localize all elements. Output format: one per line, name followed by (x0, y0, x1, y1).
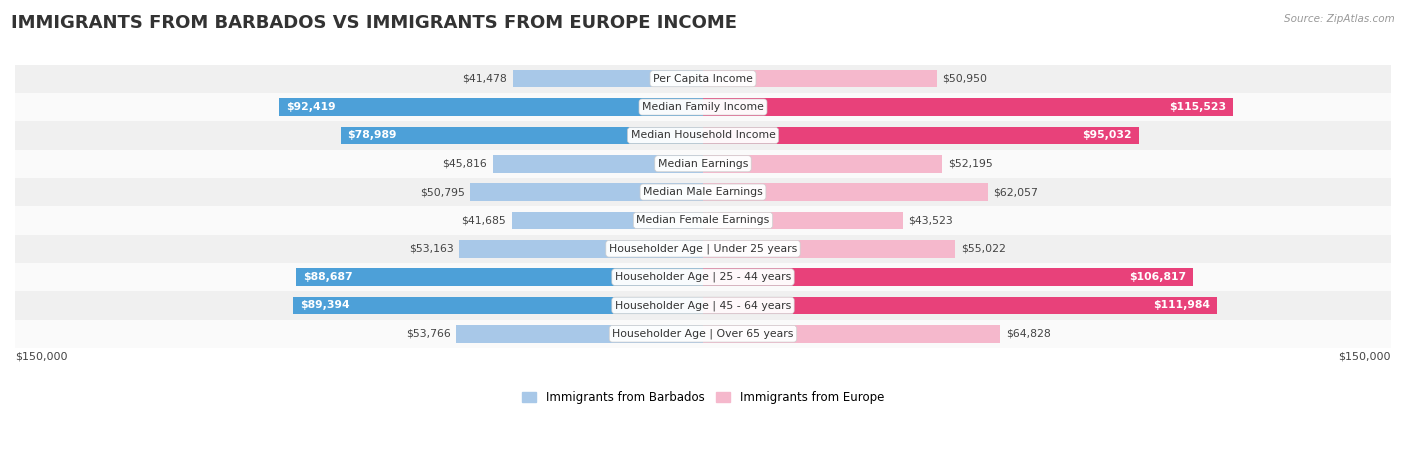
Text: $62,057: $62,057 (993, 187, 1038, 197)
Bar (15, 93, 1391, 121)
Bar (15, 121, 1391, 149)
Text: Source: ZipAtlas.com: Source: ZipAtlas.com (1284, 14, 1395, 24)
Text: $115,523: $115,523 (1168, 102, 1226, 112)
Bar (703, 127, 1139, 144)
Legend: Immigrants from Barbados, Immigrants from Europe: Immigrants from Barbados, Immigrants fro… (517, 386, 889, 409)
Text: Median Earnings: Median Earnings (658, 159, 748, 169)
Bar (292, 297, 703, 314)
Text: IMMIGRANTS FROM BARBADOS VS IMMIGRANTS FROM EUROPE INCOME: IMMIGRANTS FROM BARBADOS VS IMMIGRANTS F… (11, 14, 737, 32)
Bar (457, 325, 703, 343)
Text: Householder Age | 45 - 64 years: Householder Age | 45 - 64 years (614, 300, 792, 311)
Text: Householder Age | Over 65 years: Householder Age | Over 65 years (612, 328, 794, 339)
Bar (15, 291, 1391, 319)
Bar (494, 155, 703, 172)
Text: $150,000: $150,000 (1339, 351, 1391, 361)
Text: $53,766: $53,766 (406, 329, 451, 339)
Text: $53,163: $53,163 (409, 244, 454, 254)
Text: Median Male Earnings: Median Male Earnings (643, 187, 763, 197)
Text: $50,950: $50,950 (942, 74, 987, 84)
Bar (703, 240, 955, 257)
Text: $43,523: $43,523 (908, 215, 953, 226)
Text: $45,816: $45,816 (443, 159, 488, 169)
Text: $89,394: $89,394 (299, 300, 350, 311)
Bar (513, 70, 703, 87)
Bar (15, 149, 1391, 178)
Bar (703, 155, 942, 172)
Bar (340, 127, 703, 144)
Text: Median Family Income: Median Family Income (643, 102, 763, 112)
Text: $92,419: $92,419 (285, 102, 336, 112)
Text: Median Household Income: Median Household Income (630, 130, 776, 141)
Text: $41,685: $41,685 (461, 215, 506, 226)
Text: Median Female Earnings: Median Female Earnings (637, 215, 769, 226)
Text: Per Capita Income: Per Capita Income (652, 74, 754, 84)
Bar (470, 183, 703, 201)
Bar (460, 240, 703, 257)
Bar (703, 297, 1216, 314)
Text: $64,828: $64,828 (1005, 329, 1050, 339)
Bar (15, 234, 1391, 263)
Bar (15, 178, 1391, 206)
Text: Householder Age | Under 25 years: Householder Age | Under 25 years (609, 243, 797, 254)
Bar (15, 64, 1391, 93)
Text: $50,795: $50,795 (419, 187, 464, 197)
Bar (280, 98, 703, 116)
Bar (703, 183, 987, 201)
Bar (15, 263, 1391, 291)
Text: $52,195: $52,195 (948, 159, 993, 169)
Bar (15, 319, 1391, 348)
Text: $111,984: $111,984 (1153, 300, 1209, 311)
Text: $41,478: $41,478 (463, 74, 508, 84)
Text: $106,817: $106,817 (1129, 272, 1187, 282)
Bar (703, 98, 1233, 116)
Bar (703, 325, 1000, 343)
Text: Householder Age | 25 - 44 years: Householder Age | 25 - 44 years (614, 272, 792, 283)
Text: $150,000: $150,000 (15, 351, 67, 361)
Bar (297, 269, 703, 286)
Bar (703, 70, 936, 87)
Bar (15, 206, 1391, 234)
Text: $78,989: $78,989 (347, 130, 396, 141)
Text: $55,022: $55,022 (960, 244, 1005, 254)
Bar (512, 212, 703, 229)
Bar (703, 212, 903, 229)
Bar (703, 269, 1192, 286)
Text: $88,687: $88,687 (304, 272, 353, 282)
Text: $95,032: $95,032 (1083, 130, 1132, 141)
